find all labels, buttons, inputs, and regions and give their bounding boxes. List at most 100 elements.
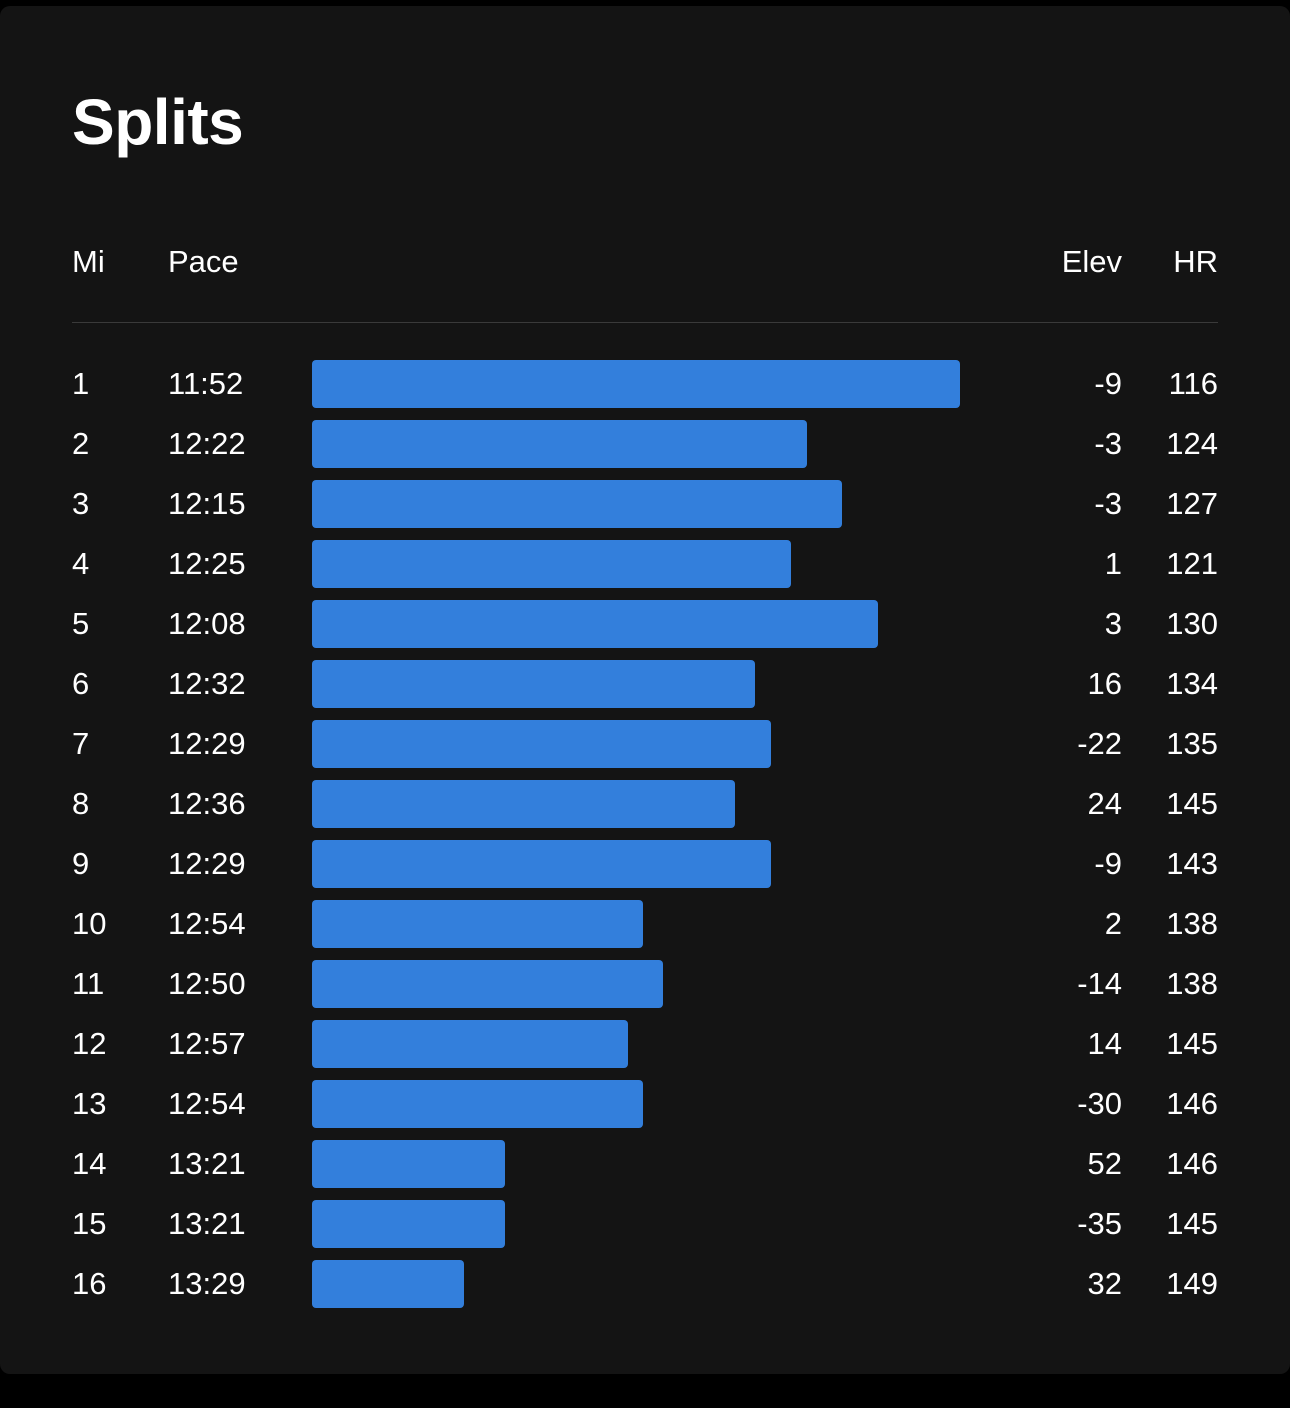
- split-elevation: 14: [1087, 1026, 1122, 1061]
- split-heart-rate: 121: [1166, 546, 1218, 581]
- table-row: 9 12:29 -9 143: [0, 840, 1290, 900]
- split-mile: 6: [72, 666, 90, 701]
- pace-bar: [312, 900, 643, 948]
- split-pace: 12:54: [168, 1086, 246, 1121]
- split-mile: 8: [72, 786, 90, 821]
- pace-bar: [312, 660, 755, 708]
- split-elevation: 3: [1104, 606, 1122, 641]
- split-mile: 16: [72, 1266, 107, 1301]
- table-row: 7 12:29 -22 135: [0, 720, 1290, 780]
- table-row: 1 11:52 -9 116: [0, 360, 1290, 420]
- split-mile: 11: [72, 966, 105, 1001]
- split-mile: 10: [72, 906, 107, 941]
- split-elevation: 32: [1087, 1266, 1122, 1301]
- split-elevation: 2: [1104, 906, 1122, 941]
- pace-bar: [312, 540, 791, 588]
- pace-bar: [312, 1260, 464, 1308]
- split-elevation: -9: [1094, 366, 1122, 401]
- table-row: 3 12:15 -3 127: [0, 480, 1290, 540]
- split-heart-rate: 146: [1166, 1086, 1218, 1121]
- split-heart-rate: 146: [1166, 1146, 1218, 1181]
- split-heart-rate: 145: [1166, 1026, 1218, 1061]
- table-row: 16 13:29 32 149: [0, 1260, 1290, 1320]
- split-mile: 3: [72, 486, 90, 521]
- column-header-elevation: Elev: [1061, 244, 1122, 279]
- split-heart-rate: 130: [1166, 606, 1218, 641]
- split-elevation: 16: [1087, 666, 1122, 701]
- split-pace: 12:22: [168, 426, 246, 461]
- split-heart-rate: 127: [1166, 486, 1218, 521]
- page-title: Splits: [72, 86, 244, 158]
- column-header-heart-rate: HR: [1173, 244, 1218, 279]
- table-row: 14 13:21 52 146: [0, 1140, 1290, 1200]
- split-pace: 12:15: [168, 486, 246, 521]
- table-row: 15 13:21 -35 145: [0, 1200, 1290, 1260]
- table-row: 12 12:57 14 145: [0, 1020, 1290, 1080]
- split-elevation: -3: [1094, 486, 1122, 521]
- split-heart-rate: 145: [1166, 1206, 1218, 1241]
- split-mile: 12: [72, 1026, 107, 1061]
- table-row: 10 12:54 2 138: [0, 900, 1290, 960]
- pace-bar: [312, 600, 878, 648]
- pace-bar: [312, 840, 771, 888]
- table-row: 4 12:25 1 121: [0, 540, 1290, 600]
- table-row: 8 12:36 24 145: [0, 780, 1290, 840]
- split-mile: 7: [72, 726, 90, 761]
- split-pace: 12:25: [168, 546, 246, 581]
- split-elevation: 1: [1104, 546, 1122, 581]
- split-pace: 12:57: [168, 1026, 246, 1061]
- split-heart-rate: 149: [1166, 1266, 1218, 1301]
- split-pace: 13:21: [168, 1206, 246, 1241]
- split-heart-rate: 116: [1168, 366, 1218, 401]
- pace-bar: [312, 1080, 643, 1128]
- split-pace: 12:50: [168, 966, 246, 1001]
- split-elevation: -14: [1077, 966, 1122, 1001]
- split-elevation: -9: [1094, 846, 1122, 881]
- table-row: 11 12:50 -14 138: [0, 960, 1290, 1020]
- split-heart-rate: 124: [1166, 426, 1218, 461]
- split-elevation: -30: [1077, 1086, 1122, 1121]
- table-row: 13 12:54 -30 146: [0, 1080, 1290, 1140]
- split-mile: 4: [72, 546, 90, 581]
- pace-bar: [312, 780, 735, 828]
- table-row: 6 12:32 16 134: [0, 660, 1290, 720]
- split-elevation: -35: [1077, 1206, 1122, 1241]
- split-mile: 13: [72, 1086, 107, 1121]
- split-heart-rate: 138: [1166, 906, 1218, 941]
- split-elevation: 52: [1087, 1146, 1122, 1181]
- pace-bar: [312, 960, 663, 1008]
- split-pace: 13:29: [168, 1266, 246, 1301]
- table-row: 2 12:22 -3 124: [0, 420, 1290, 480]
- split-mile: 2: [72, 426, 90, 461]
- pace-bar: [312, 1200, 505, 1248]
- split-pace: 12:08: [168, 606, 246, 641]
- pace-bar: [312, 360, 960, 408]
- pace-bar: [312, 480, 842, 528]
- splits-list: 1 11:52 -9 116 2 12:22 -3 124 3 12:15 -3 127 4 12:25 1…: [0, 360, 1290, 1320]
- pace-bar: [312, 1020, 628, 1068]
- pace-bar: [312, 420, 807, 468]
- table-header: Mi Pace Elev HR: [0, 242, 1290, 282]
- header-divider: [72, 322, 1218, 323]
- column-header-pace: Pace: [168, 244, 239, 279]
- split-pace: 12:36: [168, 786, 246, 821]
- split-heart-rate: 143: [1166, 846, 1218, 881]
- split-mile: 1: [72, 366, 90, 401]
- pace-bar: [312, 1140, 505, 1188]
- split-pace: 13:21: [168, 1146, 246, 1181]
- split-pace: 12:54: [168, 906, 246, 941]
- split-heart-rate: 134: [1166, 666, 1218, 701]
- split-heart-rate: 145: [1166, 786, 1218, 821]
- table-row: 5 12:08 3 130: [0, 600, 1290, 660]
- split-mile: 9: [72, 846, 90, 881]
- split-mile: 5: [72, 606, 90, 641]
- split-elevation: -3: [1094, 426, 1122, 461]
- splits-card: Splits Mi Pace Elev HR 1 11:52 -9 116 2 12:22…: [0, 6, 1290, 1374]
- split-pace: 12:29: [168, 846, 246, 881]
- split-elevation: 24: [1087, 786, 1122, 821]
- column-header-mile: Mi: [72, 244, 105, 279]
- split-pace: 12:29: [168, 726, 246, 761]
- split-elevation: -22: [1077, 726, 1122, 761]
- split-pace: 12:32: [168, 666, 246, 701]
- split-pace: 11:52: [168, 366, 244, 401]
